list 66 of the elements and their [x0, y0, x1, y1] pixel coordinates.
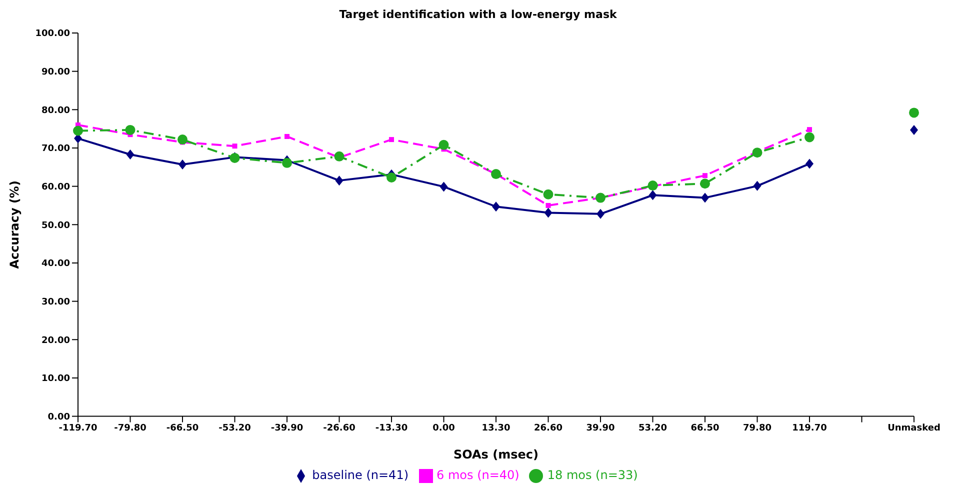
- chart-title: Target identification with a low-energy mask: [338, 8, 618, 21]
- point: [491, 169, 501, 180]
- legend-label: baseline (n=41): [312, 468, 409, 482]
- y-tick-label: 0.00: [48, 412, 70, 422]
- x-tick-label: 26.60: [534, 424, 562, 434]
- point: [702, 173, 708, 178]
- y-tick-label: 20.00: [42, 336, 70, 346]
- point: [648, 180, 658, 191]
- y-tick-label: 50.00: [42, 220, 70, 231]
- point: [596, 208, 604, 219]
- legend-label: 18 mos (n=33): [547, 468, 638, 482]
- y-axis-title: Accuracy (%): [7, 180, 22, 269]
- legend-label: 6 mos (n=40): [436, 468, 520, 482]
- point: [284, 134, 290, 139]
- x-tick-label: -66.50: [166, 424, 199, 434]
- point: [909, 108, 919, 118]
- point: [701, 192, 709, 203]
- point: [596, 192, 606, 203]
- x-tick-label: -79.80: [114, 424, 146, 434]
- point: [804, 132, 814, 142]
- point: [440, 182, 448, 192]
- y-tick-label: 70.00: [42, 144, 70, 154]
- x-tick-label: 79.80: [743, 424, 772, 434]
- point: [648, 190, 657, 200]
- x-tick-label: 39.90: [586, 424, 615, 434]
- x-tick-label: Unmasked: [888, 424, 940, 434]
- x-tick-label: -39.90: [270, 424, 304, 434]
- point: [282, 158, 292, 168]
- point: [335, 176, 344, 186]
- point: [126, 150, 134, 160]
- x-tick-label: -53.20: [218, 424, 251, 434]
- point: [910, 124, 918, 135]
- y-tick-label: 100.00: [35, 29, 70, 40]
- point: [125, 124, 136, 135]
- point: [806, 158, 814, 169]
- point: [178, 159, 186, 170]
- x-tick-label: 0.00: [432, 424, 455, 434]
- y-tick-label: 30.00: [42, 297, 70, 308]
- y-tick-label: 90.00: [42, 68, 70, 78]
- y-tick-label: 60.00: [42, 182, 70, 193]
- point: [752, 148, 762, 158]
- point: [700, 178, 710, 189]
- point: [178, 134, 188, 145]
- point: [544, 208, 552, 218]
- x-tick-label: 66.50: [690, 424, 720, 434]
- x-tick-label: 119.70: [792, 424, 827, 434]
- point: [73, 126, 83, 136]
- point: [753, 180, 762, 191]
- y-tick-label: 10.00: [42, 374, 70, 384]
- point: [334, 151, 344, 162]
- point: [389, 137, 394, 142]
- point: [232, 144, 238, 149]
- point: [492, 202, 500, 212]
- point: [807, 127, 812, 132]
- point: [546, 202, 551, 208]
- x-tick-label: -119.70: [58, 424, 98, 434]
- point: [386, 172, 396, 182]
- point: [438, 140, 449, 150]
- x-tick-label: -13.30: [375, 424, 408, 434]
- x-tick-label: 13.30: [482, 424, 510, 434]
- x-axis-title: SOAs (msec): [454, 447, 538, 462]
- point: [543, 189, 554, 200]
- y-tick-label: 80.00: [42, 106, 70, 116]
- x-tick-label: -26.60: [323, 424, 356, 434]
- x-tick-label: 53.20: [638, 424, 667, 434]
- y-tick-label: 40.00: [42, 259, 70, 270]
